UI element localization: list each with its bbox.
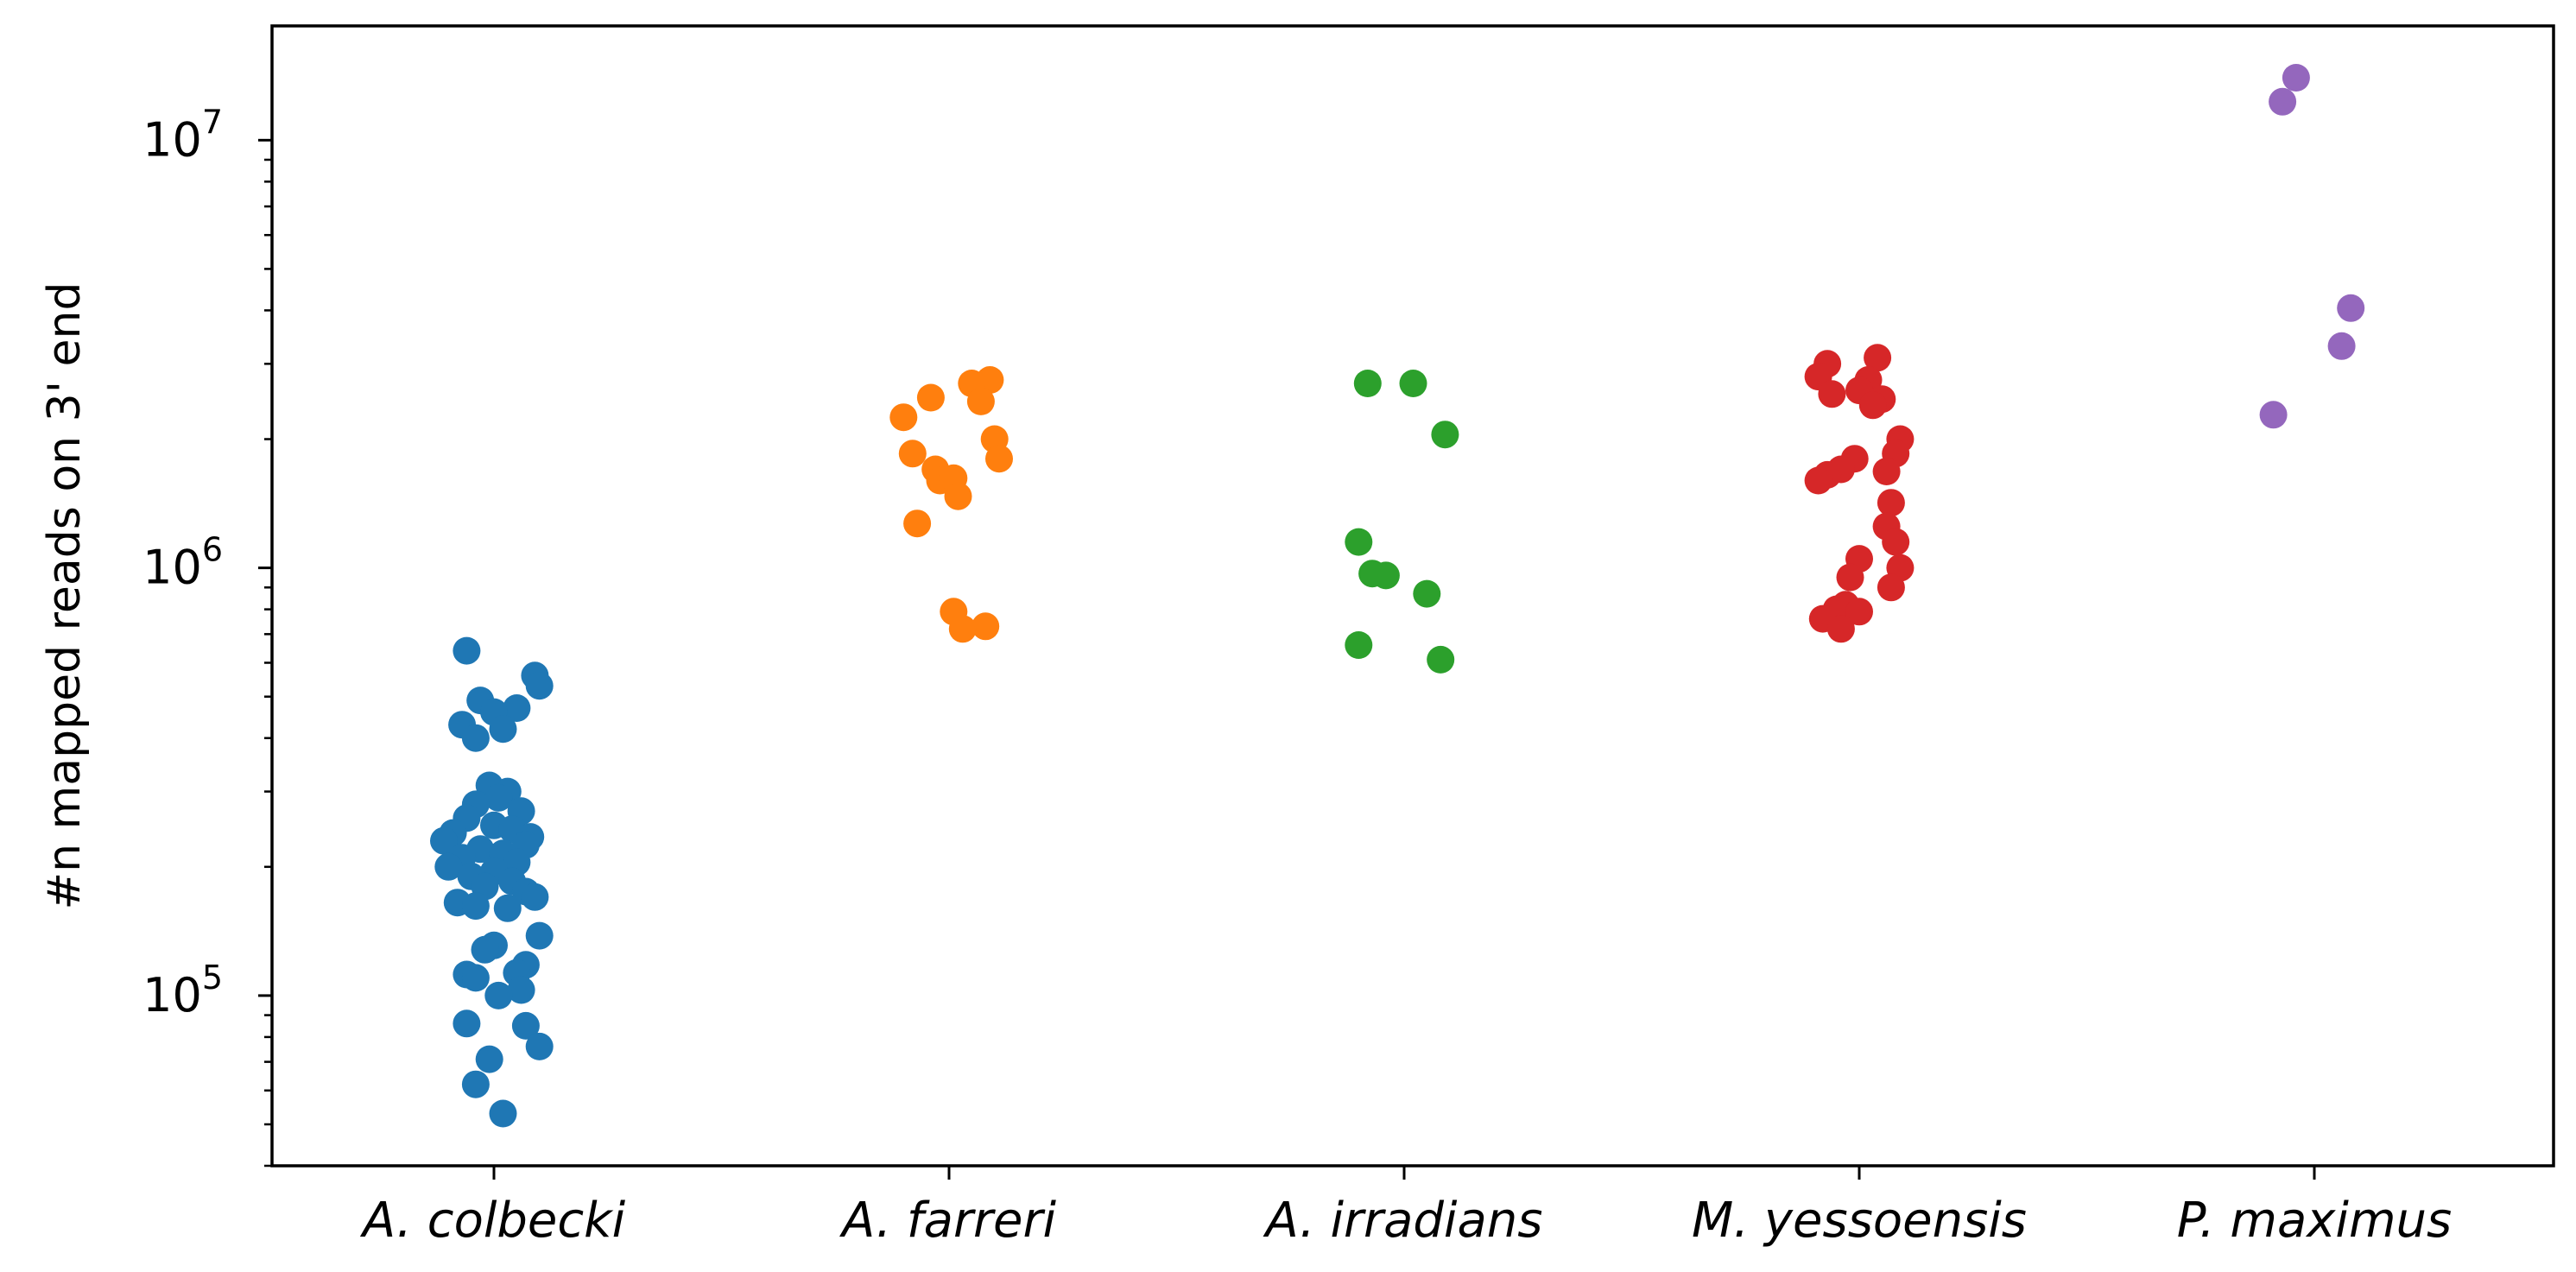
- data-point: [1371, 561, 1400, 590]
- plot-frame: [270, 24, 2555, 1168]
- data-point: [1845, 598, 1873, 626]
- data-point: [1345, 528, 1373, 556]
- data-point: [966, 387, 995, 415]
- data-point: [461, 892, 490, 921]
- data-point: [453, 1009, 481, 1038]
- data-point: [503, 694, 531, 722]
- x-category-label: A. farreri: [839, 1193, 1057, 1249]
- y-tick-label: 105: [142, 959, 223, 1022]
- data-point: [430, 826, 458, 855]
- data-point: [972, 612, 1000, 641]
- data-point: [1427, 645, 1455, 674]
- data-point: [2327, 332, 2356, 360]
- data-point: [944, 482, 972, 510]
- data-point: [461, 1070, 490, 1098]
- data-point: [453, 636, 481, 665]
- data-point: [484, 783, 513, 812]
- data-point: [525, 921, 554, 950]
- points-layer: [430, 64, 2365, 1128]
- data-point: [493, 894, 522, 922]
- data-point: [525, 672, 554, 700]
- data-point: [2259, 401, 2288, 429]
- y-axis: 105 106 107: [142, 103, 272, 1168]
- data-point: [1353, 370, 1382, 397]
- data-point: [1864, 344, 1892, 372]
- data-point: [1872, 458, 1901, 485]
- data-point: [985, 445, 1013, 473]
- data-point: [1413, 579, 1441, 608]
- data-point: [1399, 370, 1427, 397]
- data-point: [461, 964, 490, 992]
- data-point: [434, 852, 463, 881]
- data-point: [948, 615, 977, 643]
- data-point: [475, 1045, 503, 1073]
- data-point: [2269, 87, 2297, 116]
- data-point: [461, 724, 490, 752]
- data-point: [903, 509, 932, 538]
- data-point: [489, 1099, 517, 1128]
- data-point: [511, 1011, 540, 1040]
- data-point: [1836, 563, 1864, 592]
- data-point: [1826, 615, 1855, 643]
- y-tick-label: 106: [142, 531, 223, 595]
- data-point: [1431, 421, 1459, 449]
- data-point: [1882, 528, 1910, 556]
- data-point: [1345, 631, 1373, 659]
- data-point: [2282, 64, 2310, 92]
- data-point: [1818, 380, 1846, 408]
- y-tick-label: 107: [142, 103, 223, 167]
- x-category-label: A. irradians: [1263, 1193, 1543, 1249]
- x-category-label: A. colbecki: [360, 1193, 626, 1249]
- data-point: [916, 383, 945, 412]
- data-point: [507, 976, 535, 1004]
- x-category-label: M. yessoensis: [1692, 1193, 2027, 1249]
- data-point: [1877, 573, 1905, 602]
- data-point: [889, 403, 918, 432]
- data-point: [2337, 294, 2365, 322]
- data-point: [898, 440, 927, 468]
- data-point: [525, 1032, 554, 1060]
- data-point: [521, 883, 549, 911]
- data-point: [1877, 489, 1905, 517]
- data-point: [1858, 391, 1887, 420]
- data-point: [489, 715, 517, 744]
- data-point: [471, 935, 499, 964]
- y-axis-label: #n mapped reads on 3' end: [39, 282, 91, 909]
- data-point: [1804, 466, 1832, 495]
- data-point: [484, 981, 513, 1009]
- x-category-label: P. maximus: [2177, 1193, 2452, 1249]
- x-axis: A. colbecki A. farreri A. irradians M. yess…: [360, 1166, 2452, 1249]
